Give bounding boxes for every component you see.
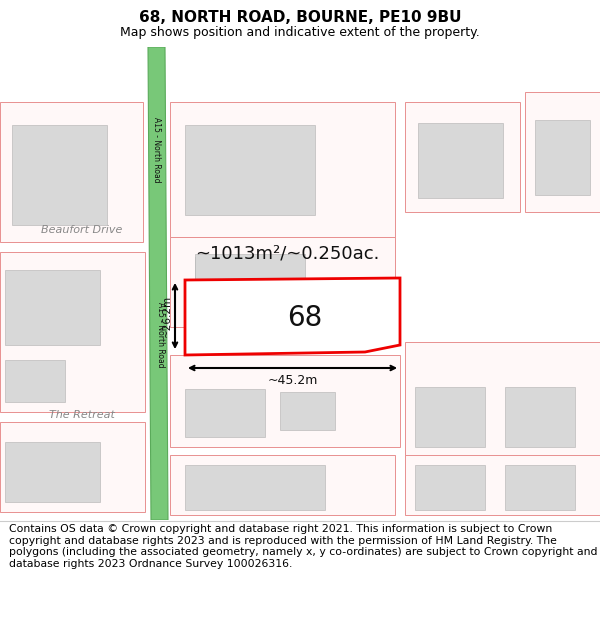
- Bar: [525, 92, 600, 212]
- Text: Map shows position and indicative extent of the property.: Map shows position and indicative extent…: [120, 26, 480, 39]
- Text: Beaufort Drive: Beaufort Drive: [41, 225, 122, 235]
- Bar: [195, 254, 305, 342]
- Bar: [405, 455, 600, 515]
- Bar: [12, 125, 107, 225]
- Bar: [170, 102, 395, 237]
- Bar: [170, 455, 395, 515]
- Bar: [415, 387, 485, 447]
- Text: ~26.2m: ~26.2m: [162, 295, 172, 337]
- Text: The Retreat: The Retreat: [49, 410, 115, 420]
- Text: 68: 68: [287, 304, 323, 332]
- Polygon shape: [185, 278, 400, 355]
- Polygon shape: [148, 47, 168, 520]
- Bar: [405, 342, 600, 457]
- Text: 68, NORTH ROAD, BOURNE, PE10 9BU: 68, NORTH ROAD, BOURNE, PE10 9BU: [139, 11, 461, 26]
- Bar: [0, 102, 143, 242]
- Text: A15 - North Road: A15 - North Road: [152, 118, 161, 182]
- Bar: [0, 422, 145, 512]
- Text: ~45.2m: ~45.2m: [268, 374, 317, 387]
- Bar: [535, 120, 590, 195]
- Text: Contains OS data © Crown copyright and database right 2021. This information is : Contains OS data © Crown copyright and d…: [9, 524, 598, 569]
- Bar: [185, 465, 325, 510]
- Bar: [185, 125, 315, 215]
- Bar: [170, 237, 395, 327]
- Bar: [418, 123, 503, 198]
- Bar: [185, 389, 265, 437]
- Bar: [5, 360, 65, 402]
- Bar: [505, 465, 575, 510]
- Text: A15 - North Road: A15 - North Road: [155, 302, 164, 368]
- Bar: [415, 465, 485, 510]
- Bar: [0, 252, 145, 412]
- Bar: [195, 257, 295, 312]
- Bar: [170, 355, 400, 447]
- Text: ~1013m²/~0.250ac.: ~1013m²/~0.250ac.: [195, 245, 379, 263]
- Bar: [405, 102, 520, 212]
- Bar: [5, 270, 100, 345]
- Bar: [5, 442, 100, 502]
- Bar: [505, 387, 575, 447]
- Bar: [280, 392, 335, 430]
